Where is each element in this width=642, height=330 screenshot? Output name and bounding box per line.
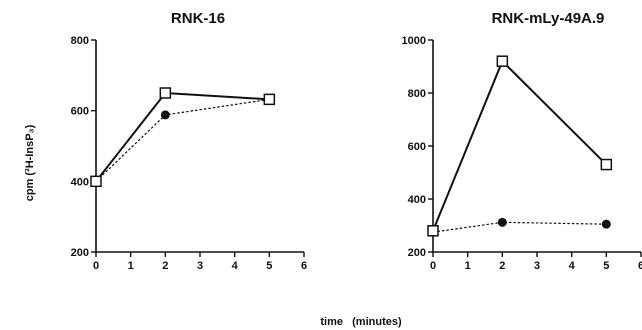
series-line-solid xyxy=(433,61,606,231)
x-tick-label: 5 xyxy=(266,260,272,272)
x-tick-label: 2 xyxy=(499,260,505,272)
data-point-square xyxy=(601,160,611,170)
y-tick-label: 200 xyxy=(408,247,426,259)
data-point-square xyxy=(160,88,170,98)
series-line-dashed xyxy=(96,99,269,181)
x-tick-label: 5 xyxy=(603,260,609,272)
x-tick-label: 3 xyxy=(534,260,540,272)
data-point-circle xyxy=(602,220,611,229)
x-tick-label: 4 xyxy=(569,260,576,272)
x-tick-label: 1 xyxy=(128,260,134,272)
data-point-square xyxy=(497,56,507,66)
data-point-circle xyxy=(498,218,507,227)
y-tick-label: 400 xyxy=(408,194,426,206)
y-tick-label: 600 xyxy=(71,106,89,118)
chart-panel-rnk-mly49a9: RNK-mLy-49A.9 200 400 600 800 1000 0 1 2 3 4 5 6 xyxy=(402,10,642,272)
data-point-square xyxy=(428,226,438,236)
x-tick-label: 4 xyxy=(232,260,239,272)
data-point-square xyxy=(264,94,274,104)
x-tick-label: 0 xyxy=(430,260,436,272)
x-tick-label: 6 xyxy=(638,260,642,272)
x-tick-label: 0 xyxy=(93,260,99,272)
y-tick-label: 600 xyxy=(408,141,426,153)
y-tick-label: 200 xyxy=(71,247,89,259)
axis-lines xyxy=(96,40,304,252)
data-point-circle xyxy=(161,110,170,119)
y-tick-label: 800 xyxy=(408,88,426,100)
data-point-square xyxy=(91,176,101,186)
x-tick-label: 2 xyxy=(162,260,168,272)
y-axis-label: cpm (³H-InsP₃) xyxy=(24,124,36,201)
y-tick-label: 1000 xyxy=(402,35,426,47)
axis-lines xyxy=(433,40,641,252)
series-line-solid xyxy=(96,93,269,181)
chart-title: RNK-16 xyxy=(171,10,225,27)
y-tick-label: 800 xyxy=(71,35,89,47)
x-tick-label: 6 xyxy=(301,260,307,272)
x-axis-label: time (minutes) xyxy=(320,316,402,328)
x-tick-label: 3 xyxy=(197,260,203,272)
x-tick-label: 1 xyxy=(465,260,471,272)
y-tick-label: 400 xyxy=(71,176,89,188)
series-line-dashed xyxy=(433,222,606,232)
chart-title: RNK-mLy-49A.9 xyxy=(492,10,605,27)
chart-panel-rnk16: RNK-16 200 400 600 800 0 1 2 3 4 5 6 xyxy=(71,10,307,272)
